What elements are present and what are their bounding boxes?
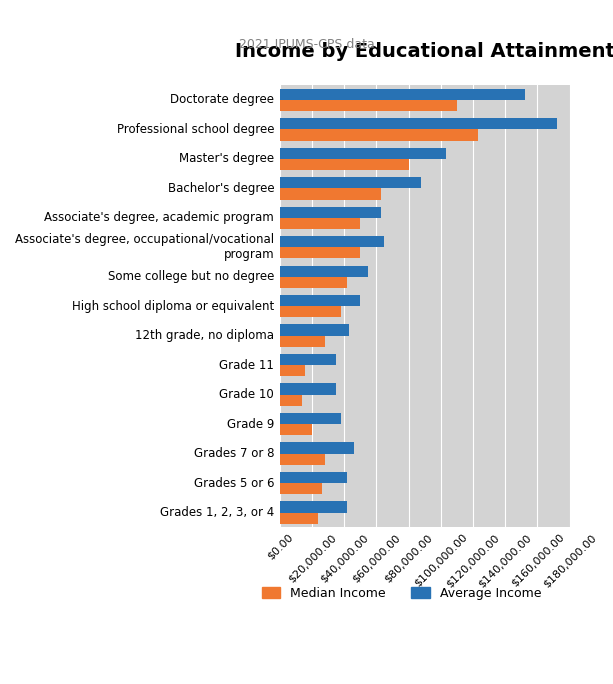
Bar xyxy=(280,336,325,347)
Bar xyxy=(280,324,349,336)
Bar xyxy=(280,129,478,140)
Bar xyxy=(280,118,557,129)
Bar xyxy=(280,89,525,100)
Bar xyxy=(280,384,336,395)
Bar xyxy=(280,512,318,524)
Bar xyxy=(280,501,348,512)
Bar xyxy=(280,472,348,483)
Bar xyxy=(280,395,302,406)
Bar xyxy=(280,159,408,170)
Title: Income by Educational Attainment: Income by Educational Attainment xyxy=(235,42,613,62)
Bar xyxy=(280,218,360,229)
Bar xyxy=(280,295,360,306)
Bar xyxy=(280,100,457,111)
Bar xyxy=(280,443,354,453)
Bar xyxy=(280,247,360,259)
Bar xyxy=(280,188,381,200)
Bar xyxy=(280,413,341,424)
Bar xyxy=(280,453,325,465)
Bar xyxy=(280,483,322,495)
Bar xyxy=(280,277,348,288)
Bar xyxy=(280,306,341,317)
Bar xyxy=(280,365,305,376)
Bar xyxy=(280,236,384,247)
Legend: Median Income, Average Income: Median Income, Average Income xyxy=(257,582,546,605)
Bar xyxy=(280,207,381,218)
Bar xyxy=(280,148,446,159)
Bar xyxy=(280,354,336,365)
Bar xyxy=(280,424,312,435)
Text: 2021 IPUMS-CPS data: 2021 IPUMS-CPS data xyxy=(238,38,375,51)
Bar xyxy=(280,177,421,188)
Bar xyxy=(280,265,368,277)
